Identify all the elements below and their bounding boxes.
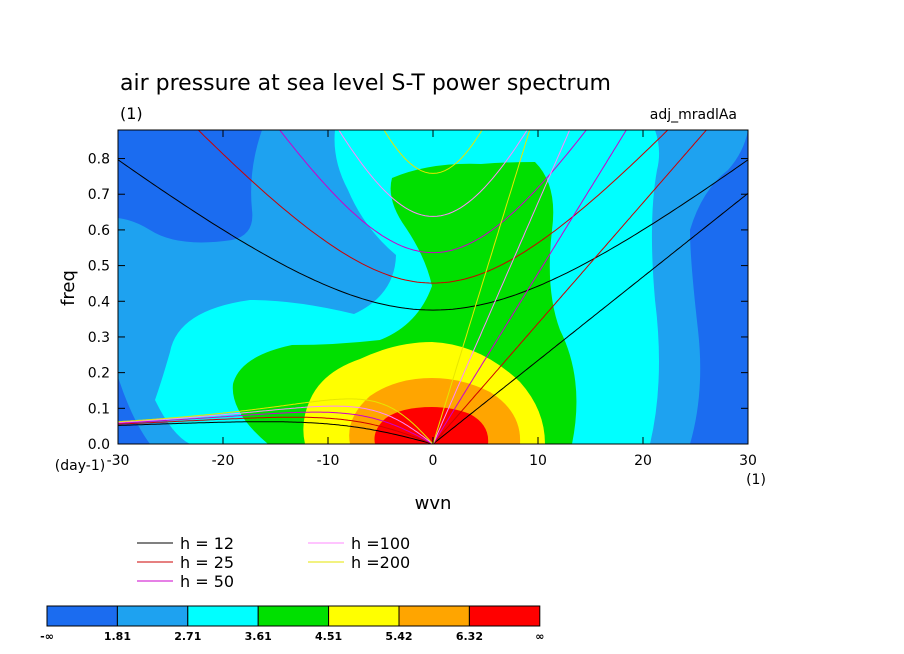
axes: -30 -20 -10 0 10 20 30 0.0 0.1 0.2 0.3 0.4 0.5 0.6 0.7…	[88, 130, 757, 469]
legend-label: h = 50	[180, 572, 234, 591]
kelvin-curve	[432, 130, 708, 444]
y-tick-label: 0.3	[88, 330, 110, 346]
rossby-curve	[118, 398, 434, 444]
colorbar-swatch	[468, 605, 541, 627]
y-axis-label: freq	[58, 270, 79, 306]
rossby-curve	[118, 405, 434, 444]
kelvin-curve	[432, 130, 531, 444]
contour-fill-level-6	[374, 407, 489, 444]
legend-label: h =200	[351, 553, 410, 572]
x-tick-label: 0	[429, 453, 438, 469]
x-tick-label: 30	[739, 453, 757, 469]
colorbar-swatch	[257, 605, 330, 627]
colorbar-label: 3.61	[245, 630, 272, 643]
colorbar-label: 5.42	[385, 630, 412, 643]
colorbar-label: 2.71	[174, 630, 201, 643]
y-tick-label: 0.4	[88, 294, 110, 310]
x-tick-label: 20	[634, 453, 652, 469]
gravity-curve	[279, 130, 587, 254]
y-axis-unit: (day-1)	[55, 458, 105, 474]
colorbar-swatch	[187, 605, 259, 627]
colorbar-swatch	[398, 605, 470, 627]
x-tick-label: -10	[317, 453, 340, 469]
colorbar-swatch	[46, 605, 118, 627]
colorbar-label: 1.81	[104, 630, 131, 643]
chart-subtitle-left: (1)	[120, 104, 143, 123]
chart-title: air pressure at sea level S-T power spec…	[120, 71, 611, 96]
colorbar-label: -∞	[40, 630, 54, 643]
y-tick-label: 0.8	[88, 152, 110, 168]
gravity-curve	[118, 159, 748, 311]
rossby-curve	[118, 421, 434, 444]
kelvin-curve	[432, 130, 627, 444]
kelvin-curve	[432, 130, 571, 444]
colorbar-label: 6.32	[456, 630, 483, 643]
gravity-curve	[197, 130, 669, 284]
legend-label: h = 25	[180, 553, 234, 572]
colorbar-swatch	[116, 605, 189, 627]
y-tick-label: 0.7	[88, 187, 110, 203]
rossby-curve	[118, 411, 434, 444]
y-tick-label: 0.2	[88, 366, 110, 382]
y-tick-label: 0.6	[88, 223, 110, 239]
dispersion-curves	[118, 130, 748, 444]
gravity-curve	[338, 130, 528, 217]
x-tick-label: -30	[107, 453, 130, 469]
x-tick-label: -20	[212, 453, 235, 469]
colorbar: -∞ 1.81 2.71 3.61 4.51 5.42 6.32 ∞	[40, 605, 544, 643]
x-tick-label: 10	[529, 453, 547, 469]
chart-subtitle-right: adj_mradlAa	[650, 107, 737, 123]
rossby-curve	[118, 416, 434, 444]
colorbar-label: ∞	[535, 630, 544, 643]
x-axis-label: wvn	[415, 493, 452, 514]
legend-label: h =100	[351, 534, 410, 553]
gravity-curve	[383, 130, 483, 174]
legend-label: h = 12	[180, 534, 234, 553]
kelvin-curve	[432, 192, 748, 444]
y-tick-label: 0.0	[88, 437, 110, 453]
plot-area	[118, 130, 748, 444]
y-tick-label: 0.5	[88, 259, 110, 275]
x-axis-unit: (1)	[746, 472, 766, 488]
colorbar-swatch	[328, 605, 400, 627]
colorbar-label: 4.51	[315, 630, 342, 643]
y-tick-label: 0.1	[88, 401, 110, 417]
